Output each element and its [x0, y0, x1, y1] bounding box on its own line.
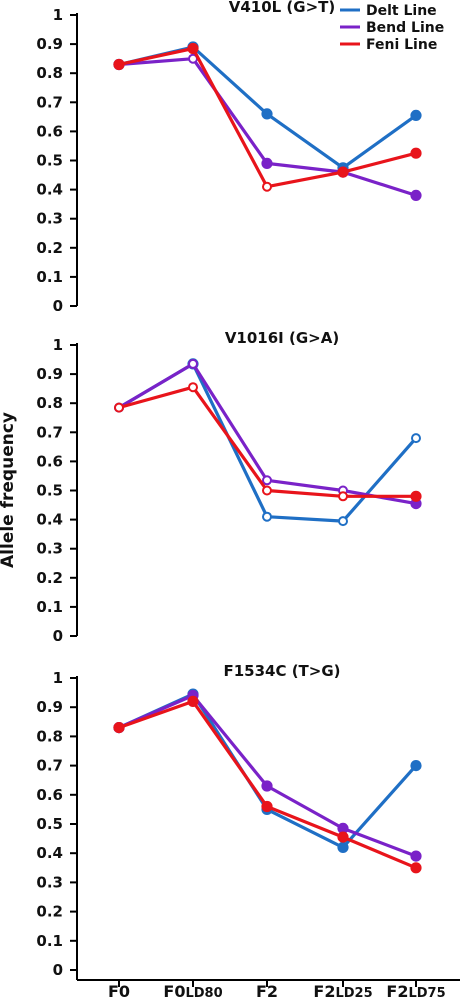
chart-panel-3: F1534C (T>G) 0 0.1 0.2 0.3 0.4 0.5 0.6 0.7 0.8 0.9…	[36, 662, 422, 980]
y-tick-label: 0.8	[36, 727, 63, 745]
data-point	[188, 358, 198, 369]
y-tick-label: 1	[53, 6, 63, 24]
data-point	[113, 58, 125, 71]
data-point	[261, 800, 273, 813]
data-point	[410, 862, 422, 874]
chart-panel-1: V410L (G>T) 0 0.1 0.2 0.3 0.4 0.5 0.6 0.7 0.8 0.9 1	[36, 0, 422, 315]
y-tick-label: 1	[53, 669, 63, 687]
data-point	[410, 147, 422, 159]
data-point	[113, 722, 125, 734]
data-point	[262, 181, 272, 192]
data-point	[188, 382, 198, 393]
y-tick-label: 0.5	[36, 815, 63, 833]
data-point	[261, 157, 273, 169]
y-tick-label: 0.6	[36, 452, 63, 470]
x-tick-main: F0	[163, 982, 185, 998]
data-point	[410, 760, 422, 772]
data-point	[262, 511, 272, 522]
y-tick-label: 0.2	[36, 239, 63, 257]
chart-panels: V410L (G>T) 0 0.1 0.2 0.3 0.4 0.5 0.6 0.7 0.8 0.9 1…	[36, 0, 422, 980]
x-tick-subscript: LD75	[408, 986, 445, 998]
y-tick-label: 0.1	[36, 268, 63, 286]
data-point	[114, 402, 124, 413]
y-tick-label: 0.2	[36, 569, 63, 587]
data-point	[337, 831, 349, 843]
legend-label: Bend Line	[366, 20, 444, 36]
data-point	[262, 485, 272, 496]
data-point	[187, 695, 199, 708]
y-tick-label: 0.5	[36, 482, 63, 500]
y-tick-label: 0.1	[36, 598, 63, 616]
x-tick-subscript: LD80	[185, 986, 222, 998]
series-line-delt-line	[118, 692, 418, 850]
y-tick-label: 0.2	[36, 903, 63, 921]
data-point	[411, 433, 421, 444]
y-tick-label: 0.9	[36, 698, 63, 716]
x-tick-label: F2LD25	[313, 982, 372, 998]
legend-item-feni-line: Feni Line	[340, 37, 437, 53]
y-tick-label: 0.9	[36, 35, 63, 53]
x-tick-main: F0	[108, 982, 130, 998]
y-tick-label: 1	[53, 336, 63, 354]
chart-title: F1534C (T>G)	[223, 662, 340, 680]
x-tick-label: F0LD80	[163, 982, 222, 998]
data-point	[410, 109, 422, 122]
y-tick-label: 0.7	[36, 423, 63, 441]
data-point	[187, 42, 199, 55]
series-line-bend-line	[118, 693, 417, 858]
x-tick-subscript: LD25	[335, 986, 372, 998]
x-tick-label: F2	[256, 982, 278, 998]
y-tick-label: 0.4	[36, 181, 63, 199]
data-point	[338, 491, 348, 502]
y-tick-label: 0.6	[36, 786, 63, 804]
y-tick-label: 0	[53, 627, 63, 645]
chart-title: V410L (G>T)	[229, 0, 336, 16]
chart-panel-2: V1016I (G>A) 0 0.1 0.2 0.3 0.4 0.5 0.6 0.7 0.8 0.9…	[36, 329, 422, 645]
legend-item-bend-line: Bend Line	[340, 20, 444, 36]
x-axis: F0 F0LD80 F2 F2LD25 F2LD75	[77, 979, 460, 998]
x-tick-label: F0	[108, 982, 130, 998]
y-tick-label: 0.7	[36, 757, 63, 775]
y-axis-label: Allele frequency	[0, 412, 18, 568]
legend-item-delt-line: Delt Line	[340, 3, 437, 19]
x-tick-main: F2	[313, 982, 335, 998]
y-tick-label: 0.7	[36, 93, 63, 111]
data-point	[338, 516, 348, 527]
data-point	[337, 166, 349, 178]
y-tick-label: 0.1	[36, 932, 63, 950]
y-tick-label: 0.8	[36, 394, 63, 412]
x-tick-label: F2LD75	[386, 982, 445, 998]
y-tick-label: 0.3	[36, 540, 63, 558]
y-tick-label: 0.4	[36, 844, 63, 862]
y-tick-label: 0.9	[36, 365, 63, 383]
x-tick-main: F2	[386, 982, 408, 998]
y-tick-label: 0.8	[36, 64, 63, 82]
chart-title: V1016I (G>A)	[225, 329, 339, 347]
y-tick-label: 0.3	[36, 873, 63, 891]
data-point	[410, 189, 422, 201]
legend-label: Delt Line	[366, 3, 437, 19]
series-line-bend-line	[118, 57, 417, 197]
data-point	[337, 841, 349, 854]
legend-label: Feni Line	[366, 37, 437, 53]
y-tick-label: 0.6	[36, 122, 63, 140]
y-tick-label: 0.5	[36, 152, 63, 170]
data-point	[261, 780, 273, 792]
data-point	[262, 475, 272, 486]
y-tick-label: 0.3	[36, 210, 63, 228]
x-tick-main: F2	[256, 982, 278, 998]
y-tick-label: 0	[53, 961, 63, 979]
series-line-delt-line	[118, 45, 417, 170]
data-point	[410, 490, 422, 502]
data-point	[261, 108, 273, 120]
data-point	[410, 850, 422, 862]
y-tick-label: 0	[53, 297, 63, 315]
y-tick-label: 0.4	[36, 511, 63, 529]
